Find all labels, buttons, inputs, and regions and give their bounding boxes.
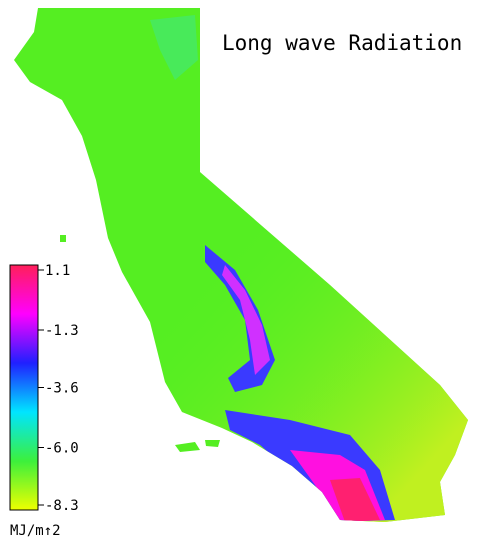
colorbar-tick-label: -3.6 [45, 381, 79, 397]
colorbar: 1.1 -1.3 -3.6 -6.0 -8.3 [9, 263, 79, 514]
colorbar-scale [9, 264, 39, 511]
colorbar-unit: MJ/m↑2 [10, 523, 61, 539]
map-title: Long wave Radiation [222, 31, 462, 55]
colorbar-tick-label: -1.3 [45, 323, 79, 339]
colorbar-tick-label: 1.1 [45, 263, 70, 279]
colorbar-tick-label: -8.3 [45, 498, 79, 514]
colorbar-tick-label: -6.0 [45, 441, 79, 457]
